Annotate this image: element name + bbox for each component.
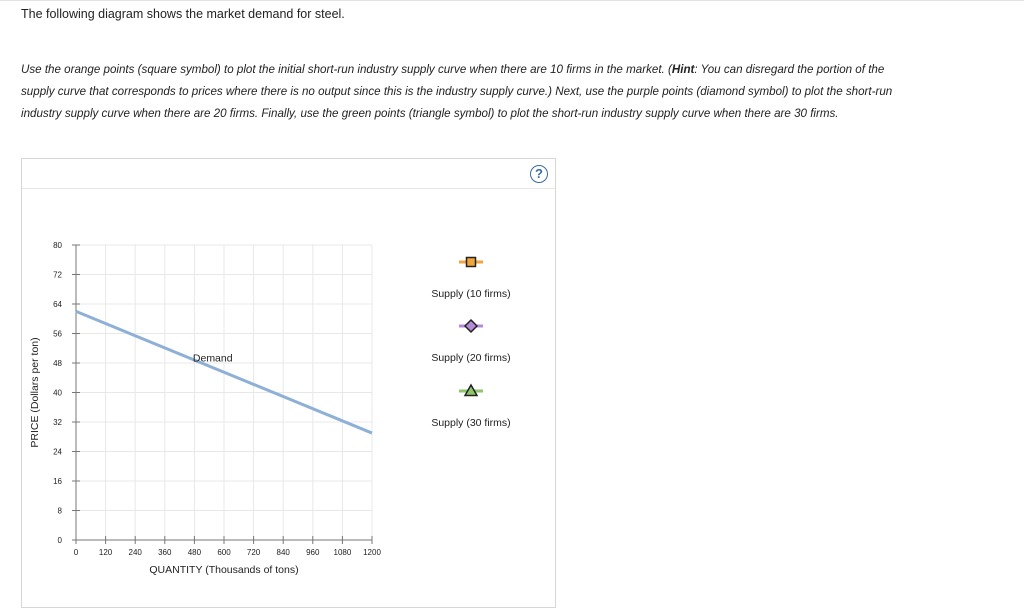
y-tick-label: 16 xyxy=(53,477,62,486)
axes xyxy=(72,244,373,544)
demand-series: Demand xyxy=(75,309,373,435)
x-tick-label: 720 xyxy=(247,548,261,557)
y-tick-label: 64 xyxy=(53,300,62,309)
legend-tool-square[interactable]: Supply (10 firms) xyxy=(431,256,511,301)
legend: Supply (10 firms) Supply (20 firms) Supply… xyxy=(431,256,511,429)
tick-labels: 0 8 16 24 32 40 48 56 64 72 80 0 120 240 360 480 600 720 8… xyxy=(53,241,381,557)
y-tick-label: 32 xyxy=(53,418,62,427)
legend-tool-triangle[interactable]: Supply (30 firms) xyxy=(431,383,511,429)
hint-label: Hint xyxy=(671,63,695,76)
x-tick-label: 480 xyxy=(188,548,202,557)
x-tick-label: 1080 xyxy=(334,548,352,557)
x-tick-label: 960 xyxy=(306,548,320,557)
y-tick-label: 0 xyxy=(58,536,63,545)
y-tick-label: 40 xyxy=(53,389,62,398)
y-tick-label: 72 xyxy=(53,271,62,280)
x-axis-title: QUANTITY (Thousands of tons) xyxy=(149,564,298,576)
y-tick-label: 48 xyxy=(53,359,62,368)
y-tick-label: 24 xyxy=(53,448,62,457)
x-tick-label: 1200 xyxy=(363,548,381,557)
question-instructions: Use the orange points (square symbol) to… xyxy=(21,59,901,125)
y-tick-label: 80 xyxy=(53,241,62,250)
legend-label: Supply (10 firms) xyxy=(431,288,510,300)
x-tick-label: 600 xyxy=(217,548,231,557)
x-tick-label: 360 xyxy=(158,548,172,557)
x-tick-label: 840 xyxy=(277,548,291,557)
purple-diamond-point-icon xyxy=(463,318,479,334)
graph-panel: ? 0 8 16 24 32 40 48 56 64 72 80 0 120 240 360 480 600 72… xyxy=(21,158,556,608)
green-triangle-point-icon xyxy=(463,383,479,397)
top-divider xyxy=(0,0,1024,1)
supply-demand-graph[interactable]: 0 8 16 24 32 40 48 56 64 72 80 0 120 240 360 480 600 720 8… xyxy=(22,159,555,607)
legend-label: Supply (20 firms) xyxy=(431,352,510,364)
instructions-part-1: Use the orange points (square symbol) to… xyxy=(21,63,672,76)
orange-square-point-icon xyxy=(465,256,477,268)
legend-label: Supply (30 firms) xyxy=(431,417,510,429)
y-tick-label: 8 xyxy=(58,507,63,516)
question-intro: The following diagram shows the market d… xyxy=(21,7,345,21)
x-tick-label: 0 xyxy=(74,548,79,557)
graph-panel-header xyxy=(22,159,555,189)
instructions-part-2: : You can disregard the portion of the s… xyxy=(21,63,893,120)
y-axis-title: PRICE (Dollars per ton) xyxy=(29,337,41,447)
legend-tool-diamond[interactable]: Supply (20 firms) xyxy=(431,318,511,364)
x-tick-label: 240 xyxy=(129,548,143,557)
demand-curve-label: Demand xyxy=(193,353,233,365)
x-tick-label: 120 xyxy=(99,548,113,557)
demand-curve xyxy=(75,309,373,435)
help-icon[interactable]: ? xyxy=(530,165,548,183)
y-tick-label: 56 xyxy=(53,330,62,339)
grid xyxy=(76,244,373,540)
